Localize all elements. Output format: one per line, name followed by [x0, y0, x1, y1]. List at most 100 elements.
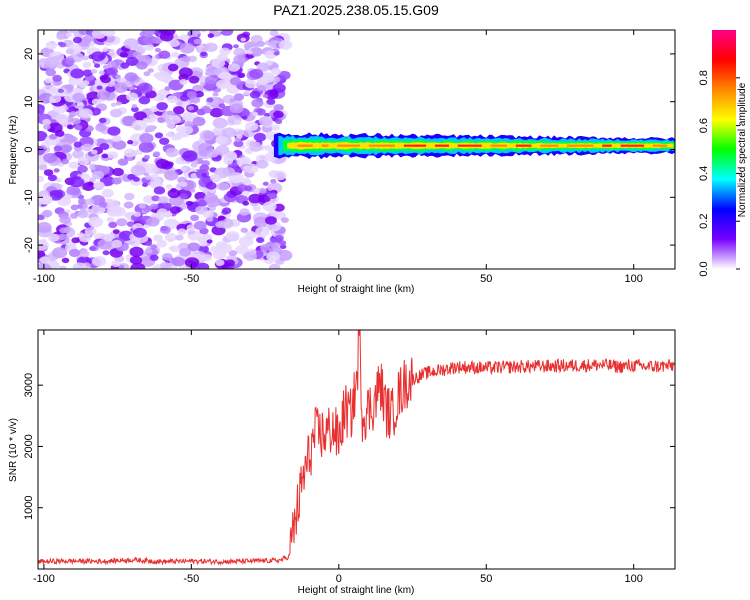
spectrogram-noise-cell [215, 145, 230, 155]
spectrogram-noise-cell [149, 203, 159, 210]
colorbar-tick-label: 0.6 [698, 118, 710, 133]
spectrogram-noise-cell [123, 201, 134, 209]
spectrogram-noise-cell [177, 228, 187, 235]
spectrogram-noise-cell [173, 132, 184, 140]
spectrogram-noise-cell [241, 190, 250, 197]
spectrogram-noise-cell [215, 79, 229, 90]
spectrogram-noise-cell [39, 256, 50, 264]
spectrogram-noise-cell [239, 156, 251, 165]
spectrogram-noise-cell [108, 48, 115, 54]
spectrogram-noise-cell [164, 232, 177, 242]
spectrogram-noise-cell [199, 81, 206, 86]
spectrogram-noise-cell [186, 91, 198, 99]
spectrogram-noise-cell [258, 116, 273, 127]
spectrogram-noise-cell [175, 234, 184, 241]
spectrogram-noise-cell [168, 115, 181, 124]
spectrogram-noise-cell [147, 68, 154, 73]
spectrogram-noise-cell [106, 67, 119, 76]
colorbar: 0.0 0.2 0.4 0.6 0.8 Normalized spectral ampl… [698, 30, 748, 277]
spectrogram-noise-cell [82, 69, 93, 77]
spectrogram-noise-cell [255, 108, 266, 116]
spectrogram-noise-cell [116, 218, 128, 227]
spectrogram-noise-cell [149, 254, 159, 261]
x-tick-label: -100 [33, 573, 55, 585]
spectrogram-noise-cell [242, 200, 250, 206]
spectrogram-noise-cell [217, 182, 230, 191]
spectrogram-noise-cell [104, 35, 116, 43]
spectrogram-noise-cell [110, 102, 117, 107]
spectrogram-noise-cell [256, 159, 269, 169]
spectrogram-noise-cell [150, 173, 159, 180]
x-tick-label: -50 [183, 573, 199, 585]
y-tick-label: 1000 [23, 495, 35, 519]
spectrogram-noise-cell [187, 105, 194, 111]
spectrogram-noise-cell [243, 179, 252, 186]
spectrogram-noise-cell [241, 115, 248, 120]
spectrogram-noise-cell [169, 206, 181, 214]
spectrogram-noise-cell [215, 221, 225, 228]
spectrogram-noise-cell [151, 195, 160, 202]
spectrogram-noise-cell [89, 165, 96, 170]
spectrogram-noise-cell [65, 84, 74, 91]
spectrogram-noise-cell [89, 246, 96, 252]
spectrogram-noise-cell [173, 106, 185, 115]
spectrogram-noise-cell [145, 44, 155, 51]
spectrogram-noise-cell [99, 143, 110, 150]
spectrogram-noise-cell [71, 237, 80, 244]
spectrogram-noise-cell [273, 110, 284, 119]
spectrogram-noise-cell [112, 167, 124, 177]
spectrogram-noise-cell [159, 226, 171, 234]
spectrogram-noise-cell [158, 196, 169, 204]
spectrogram-noise-cell [92, 256, 107, 267]
spectrogram-noise-cell [73, 141, 83, 148]
spectrogram-noise-cell [126, 92, 139, 101]
spectrogram-noise-cell [143, 71, 151, 77]
spectrogram-noise-cell [278, 40, 293, 50]
spectrogram-noise-cell [159, 137, 170, 145]
spectrogram-noise-cell [201, 253, 213, 262]
spectrogram-noise-cell [154, 132, 164, 139]
spectrogram-noise-cell [124, 72, 138, 82]
colorbar-label: Normalized spectral amplitude [737, 82, 748, 217]
spectrogram-noise-cell [267, 192, 278, 200]
spectrogram-noise-cell [78, 108, 93, 119]
spectrogram-noise-cell [199, 240, 208, 247]
spectrogram-noise-cell [158, 50, 171, 59]
spectrogram-noise-cell [59, 42, 67, 48]
spectrogram-noise-cell [132, 176, 140, 182]
spectrogram-noise-cell [253, 188, 260, 193]
spectrogram-noise-cell [249, 68, 264, 79]
spectrogram-noise-cell [179, 79, 188, 86]
spectrogram-noise-cell [220, 30, 234, 36]
colorbar-gradient [712, 30, 736, 269]
snr-y-ticks: 1000 2000 3000 [23, 373, 675, 520]
spectrogram-noise-cell [262, 201, 277, 212]
spectrogram-noise-cell [243, 165, 252, 172]
spectrogram-noise-cell [66, 124, 74, 130]
spectrogram-noise-cell [239, 208, 250, 216]
spectrogram-noise-cell [146, 217, 160, 227]
spectrogram-noise-cell [63, 136, 72, 142]
spectrogram-noise-cell [224, 259, 235, 267]
spectrogram-noise-cell [126, 156, 133, 162]
spectrogram-noise-cell [57, 233, 68, 241]
spectrogram-noise-cell [82, 34, 94, 43]
spectrogram-noise-cell [227, 63, 240, 72]
spectrogram-noise-cell [88, 177, 96, 183]
spectrogram-noise-cell [164, 86, 171, 91]
spectrogram-noise-cell [185, 200, 193, 206]
spectrogram-noise-cell [125, 56, 139, 67]
spectrogram-noise-cell [96, 90, 111, 101]
spectrogram-noise-cell [186, 224, 197, 232]
spectrogram-noise-cell [38, 164, 48, 171]
spectrogram-noise-cell [123, 148, 137, 158]
spectrogram-noise-cell [160, 262, 171, 269]
spectrogram-noise-cell [78, 233, 92, 243]
spectrogram-noise-cell [119, 51, 129, 58]
spectrogram-noise-cell [200, 51, 207, 57]
spectrogram-noise-cell [71, 117, 81, 125]
spectrogram-noise-cell [237, 184, 248, 192]
spectrogram-noise-cell [198, 142, 214, 154]
spectrogram-noise-cell [54, 130, 65, 137]
spectrogram-noise-cell [278, 70, 291, 80]
